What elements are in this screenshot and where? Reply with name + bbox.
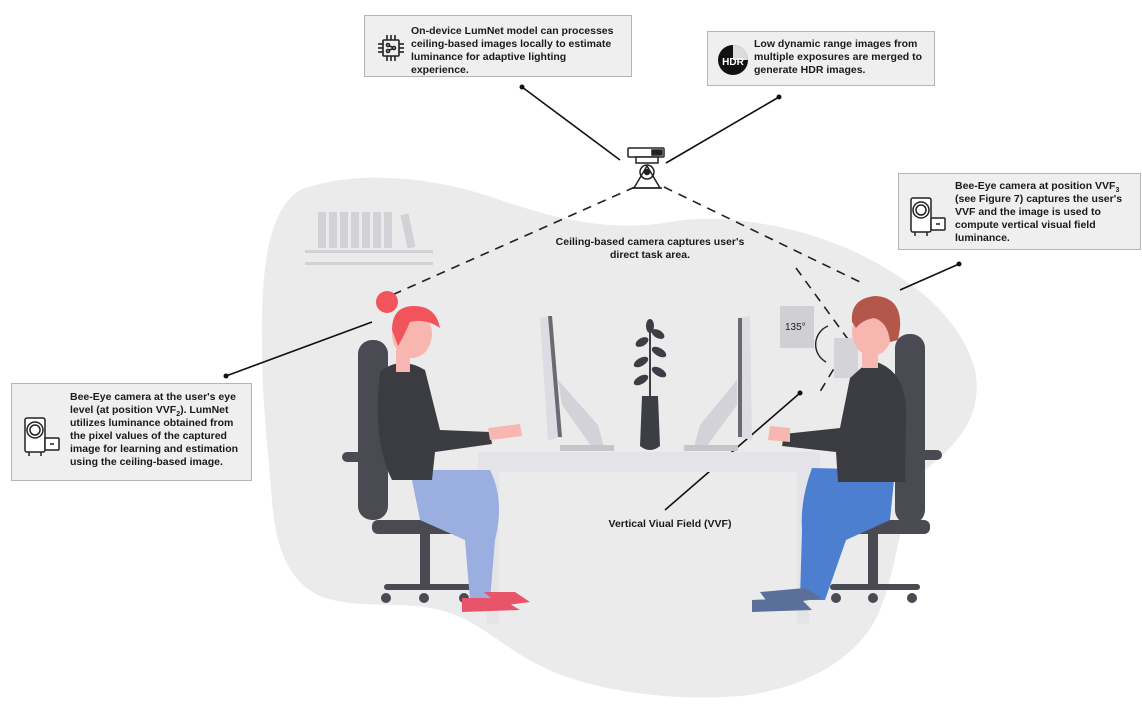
- camera-field-of-view: [391, 186, 861, 396]
- callout-bee-eye-vvf2-text: Bee-Eye camera at the user's eye level (…: [70, 391, 250, 469]
- callout-bee-eye-vvf3-text: Bee-Eye camera at position VVF3 (see Fig…: [955, 180, 1137, 245]
- hdr-icon: HDR: [718, 45, 748, 75]
- plant-vase: [633, 319, 667, 450]
- callout-bee-eye-vvf3-text-start: Bee-Eye camera at position VVF: [955, 180, 1116, 192]
- callout-lumnet-text: On-device LumNet model can processes cei…: [411, 25, 614, 76]
- ceiling-camera-label: Ceiling-based camera captures user's dir…: [555, 236, 745, 261]
- callout-bee-eye-vvf3-text-end: (see Figure 7) captures the user's VVF a…: [955, 193, 1123, 244]
- callout-lumnet: On-device LumNet model can processes cei…: [364, 15, 632, 77]
- leader-line-hdr: [665, 96, 780, 164]
- angle-marker: [780, 306, 858, 378]
- monitor-right: [684, 316, 752, 451]
- leader-dots: [223, 84, 962, 396]
- callout-bee-eye-vvf2-text-end: ). LumNet utilizes luminance obtained fr…: [70, 404, 239, 468]
- callout-bee-eye-vvf3: Bee-Eye camera at position VVF3 (see Fig…: [898, 173, 1141, 250]
- person-left: [376, 291, 530, 612]
- bookshelf: [305, 212, 433, 265]
- person-right: [752, 296, 906, 612]
- callout-bee-eye-vvf2-subscript: 2: [176, 411, 181, 419]
- leader-lines: [225, 86, 960, 511]
- leader-line-vvf: [664, 392, 801, 511]
- camcorder-icon: [24, 417, 60, 456]
- monitor-left: [540, 316, 614, 451]
- leader-line-lumnet: [521, 86, 621, 161]
- chip-icon: [378, 35, 404, 61]
- camcorder-icon: [910, 197, 946, 236]
- callout-bee-eye-vvf2: Bee-Eye camera at the user's eye level (…: [11, 383, 252, 481]
- vvf-label: Vertical Viual Field (VVF): [608, 518, 732, 530]
- callout-hdr: HDR Low dynamic range images from multip…: [707, 31, 935, 86]
- angle-label: 135°: [785, 322, 806, 333]
- leader-line-vvf3: [899, 263, 960, 291]
- ceiling-camera: [627, 147, 665, 189]
- callout-bee-eye-vvf2-text-start: Bee-Eye camera at the user's eye level (…: [70, 391, 236, 416]
- callout-hdr-text: Low dynamic range images from multiple e…: [754, 38, 923, 76]
- hdr-icon-label: HDR: [722, 57, 744, 68]
- leader-line-vvf2: [225, 321, 373, 377]
- callout-bee-eye-vvf3-subscript: 3: [1115, 187, 1120, 195]
